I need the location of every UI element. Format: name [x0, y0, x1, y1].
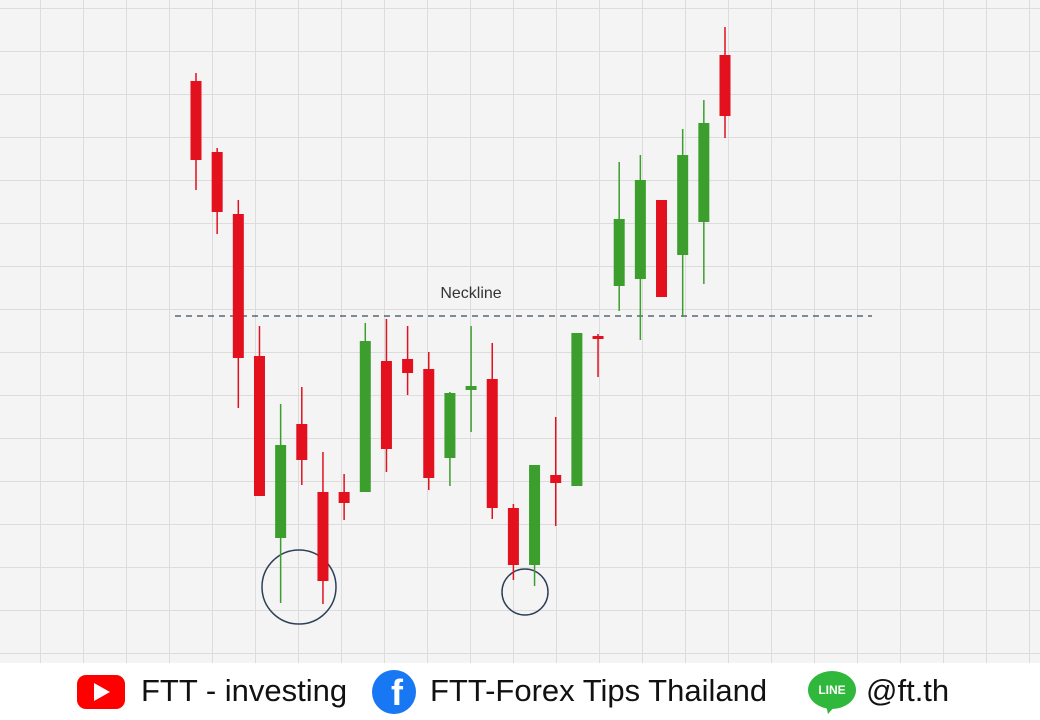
- candle-body: [486, 379, 498, 508]
- youtube-icon-play: [94, 683, 110, 701]
- candle-body: [232, 214, 244, 358]
- candle-body: [507, 508, 519, 565]
- facebook-icon-f: f: [391, 672, 404, 713]
- candle-body: [296, 424, 308, 460]
- candle-body: [592, 336, 604, 339]
- candle-body: [634, 180, 646, 279]
- candle-body: [571, 333, 583, 486]
- candle-body: [275, 445, 287, 538]
- candle-body: [444, 393, 456, 458]
- line-icon: [808, 671, 856, 709]
- line-icon-tail: [826, 705, 836, 714]
- candle-body: [656, 200, 668, 297]
- candle-body: [719, 55, 731, 116]
- candle-body: [529, 465, 541, 565]
- candle-body: [465, 386, 477, 390]
- candle-body: [380, 361, 392, 449]
- candle-body: [211, 152, 223, 212]
- youtube-handle: FTT - investing: [141, 673, 347, 708]
- candle-body: [550, 475, 562, 483]
- candle-body: [317, 492, 329, 581]
- candle-body: [190, 81, 202, 160]
- facebook-icon: [372, 670, 416, 714]
- candle-body: [423, 369, 435, 478]
- neckline-label: Neckline: [440, 285, 501, 302]
- line-icon-label: LINE: [818, 683, 845, 697]
- candle-body: [338, 492, 350, 503]
- line-handle: @ft.th: [866, 673, 949, 708]
- facebook-handle: FTT-Forex Tips Thailand: [430, 673, 767, 708]
- candle-body: [677, 155, 689, 255]
- highlight-circle: [261, 549, 337, 625]
- candle-body: [613, 219, 625, 286]
- chart: Neckline: [0, 0, 1040, 663]
- candle-body: [359, 341, 371, 492]
- candle-body: [253, 356, 265, 496]
- candle-body: [402, 359, 414, 373]
- candle-body: [698, 123, 710, 222]
- highlight-circle: [501, 568, 549, 616]
- footer: FTT - investing f FTT-Forex Tips Thailan…: [0, 663, 1040, 720]
